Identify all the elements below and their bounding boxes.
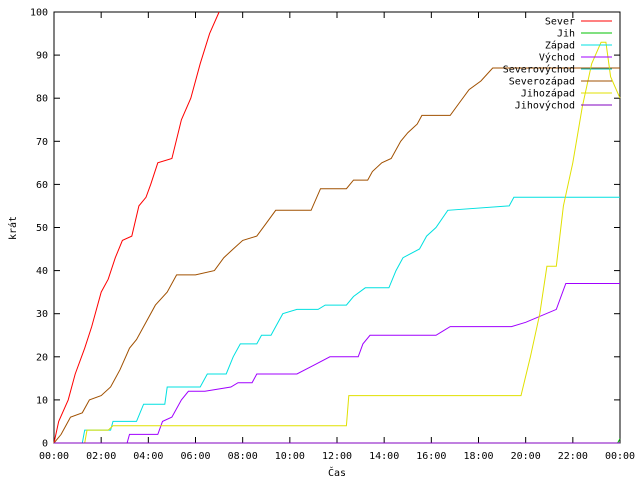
y-axis-label: krát (7, 216, 19, 240)
series-line-sever (53, 11, 220, 444)
x-tick-label: 14:00 (369, 451, 399, 462)
y-tick-label: 80 (36, 94, 48, 105)
legend-label: Jih (557, 29, 575, 40)
y-tick-label: 60 (36, 180, 48, 191)
x-tick-label: 22:00 (558, 451, 588, 462)
x-tick-label: 16:00 (416, 451, 446, 462)
y-tick-label: 50 (36, 223, 48, 234)
legend-label: Sever (545, 17, 575, 28)
x-tick-label: 00:00 (605, 451, 635, 462)
x-axis-label: Čas (328, 466, 346, 479)
y-tick-label: 0 (42, 439, 48, 450)
legend-label: Východ (539, 52, 575, 64)
x-tick-label: 10:00 (275, 451, 305, 462)
y-tick-label: 20 (36, 352, 48, 363)
legend: SeverJihZápadVýchodSeverovýchodSeverozáp… (503, 17, 612, 112)
y-tick-label: 90 (36, 51, 48, 62)
x-tick-label: 18:00 (463, 451, 493, 462)
axis-ticks: 00:00 02:00 04:00 06:00 08:00 10:00 12:00 14:00… (30, 8, 635, 463)
y-tick-label: 10 (36, 395, 48, 406)
x-tick-label: 00:00 (39, 451, 69, 462)
y-tick-label: 30 (36, 309, 48, 320)
y-tick-label: 40 (36, 266, 48, 277)
series-layer (53, 11, 621, 444)
x-tick-label: 20:00 (511, 451, 541, 462)
series-line-východ (54, 283, 620, 444)
x-tick-label: 12:00 (322, 451, 352, 462)
legend-label: Jihovýchod (515, 100, 575, 112)
x-tick-label: 04:00 (133, 451, 163, 462)
legend-label: Jihozápad (521, 88, 575, 100)
x-tick-label: 06:00 (180, 451, 210, 462)
legend-label: Severozápad (509, 76, 575, 88)
x-tick-label: 02:00 (86, 451, 116, 462)
y-tick-label: 70 (36, 137, 48, 148)
series-line-západ (54, 196, 620, 444)
series-line-jihozápad (54, 41, 621, 444)
series-line-severozápad (53, 67, 620, 444)
y-tick-label: 100 (30, 8, 48, 19)
legend-label: Severovýchod (503, 64, 575, 76)
legend-label: Západ (545, 40, 575, 52)
x-tick-label: 08:00 (228, 451, 258, 462)
